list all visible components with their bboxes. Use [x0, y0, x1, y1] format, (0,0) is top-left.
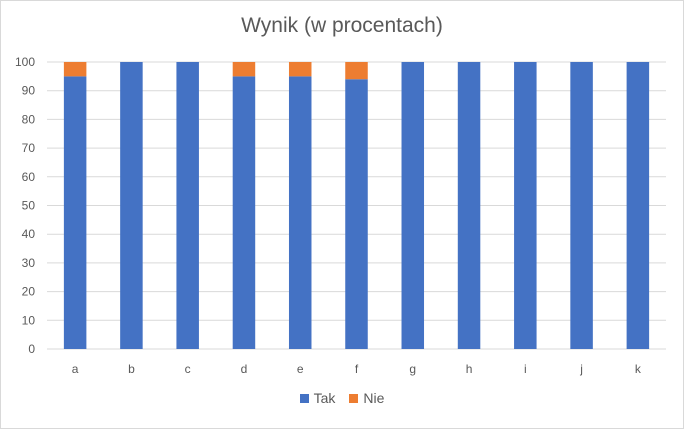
y-tick-label: 70 [22, 141, 36, 155]
bar-tak-e [288, 76, 312, 349]
y-tick-label: 80 [22, 112, 36, 126]
bar-nie-a [63, 62, 87, 77]
legend-item-nie: Nie [349, 390, 384, 406]
x-tick-label: d [241, 362, 248, 376]
x-axis: a b c d e f g h i j k [72, 362, 642, 376]
chart-title: Wynik (w procentach) [241, 14, 443, 37]
y-axis: 0 10 20 30 40 50 60 70 80 90 100 [15, 55, 35, 356]
x-tick-label: j [579, 362, 583, 376]
bar-nie-d [232, 62, 256, 77]
legend: Tak Nie [0, 390, 684, 406]
x-tick-label: f [355, 362, 359, 376]
x-tick-label: b [128, 362, 135, 376]
bar-nie-e [288, 62, 312, 77]
x-tick-label: i [524, 362, 527, 376]
bar-tak-d [232, 76, 256, 349]
x-tick-label: c [185, 362, 191, 376]
y-tick-label: 40 [22, 227, 36, 241]
y-tick-label: 10 [22, 313, 36, 327]
legend-label-tak: Tak [313, 390, 336, 406]
x-tick-label: g [409, 362, 416, 376]
bar-tak-f [345, 79, 368, 349]
x-tick-label: a [72, 362, 79, 376]
y-tick-label: 30 [22, 256, 36, 270]
bar-tak-h [457, 62, 481, 349]
x-tick-label: h [466, 362, 473, 376]
bar-tak-c [176, 62, 199, 349]
legend-item-tak: Tak [299, 390, 336, 406]
y-tick-label: 20 [22, 285, 36, 299]
y-tick-label: 60 [22, 170, 36, 184]
bar-tak-b [120, 62, 143, 349]
x-tick-label: k [635, 362, 642, 376]
x-tick-label: e [297, 362, 304, 376]
y-tick-label: 100 [15, 55, 35, 69]
bar-tak-a [63, 76, 87, 349]
bar-tak-j [570, 62, 593, 349]
bar-tak-g [401, 62, 425, 349]
legend-swatch-nie [349, 393, 359, 403]
bar-tak-i [514, 62, 537, 349]
y-tick-label: 0 [28, 342, 35, 356]
bars [63, 62, 650, 349]
legend-label-nie: Nie [363, 390, 385, 406]
bar-nie-f [345, 62, 368, 80]
bar-tak-k [626, 62, 650, 349]
y-tick-label: 90 [22, 84, 36, 98]
y-tick-label: 50 [22, 199, 36, 213]
legend-swatch-tak [299, 393, 309, 403]
